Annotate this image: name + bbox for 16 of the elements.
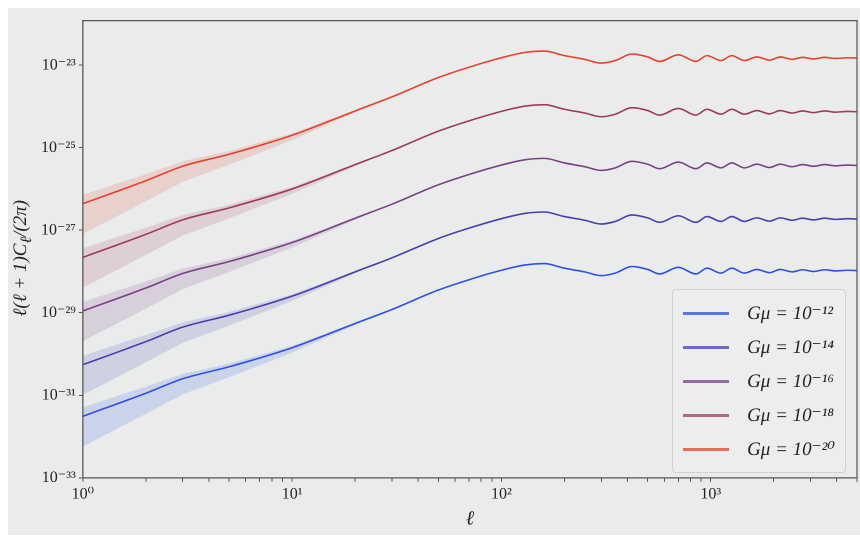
legend-label: Gμ = 10⁻¹⁸ xyxy=(747,404,834,426)
legend-label: Gμ = 10⁻¹² xyxy=(747,302,834,324)
x-tick-label: 10³ xyxy=(700,486,722,503)
x-axis-title: ℓ xyxy=(466,507,475,530)
legend-label: Gμ = 10⁻²⁰ xyxy=(747,438,835,460)
x-tick-label: 10¹ xyxy=(282,486,303,503)
y-tick-label: 10⁻²⁵ xyxy=(40,138,76,156)
legend-label: Gμ = 10⁻¹⁶ xyxy=(747,370,834,392)
x-tick-label: 10² xyxy=(491,486,512,503)
y-tick-label: 10⁻³³ xyxy=(42,469,76,486)
x-tick-label: 10⁰ xyxy=(72,486,94,503)
legend-label: Gμ = 10⁻¹⁴ xyxy=(747,336,834,358)
y-tick-label: 10⁻³¹ xyxy=(42,386,76,404)
y-tick-label: 10⁻²⁹ xyxy=(40,304,76,321)
y-tick-label: 10⁻²³ xyxy=(42,56,76,74)
y-tick-label: 10⁻²⁷ xyxy=(40,221,76,238)
